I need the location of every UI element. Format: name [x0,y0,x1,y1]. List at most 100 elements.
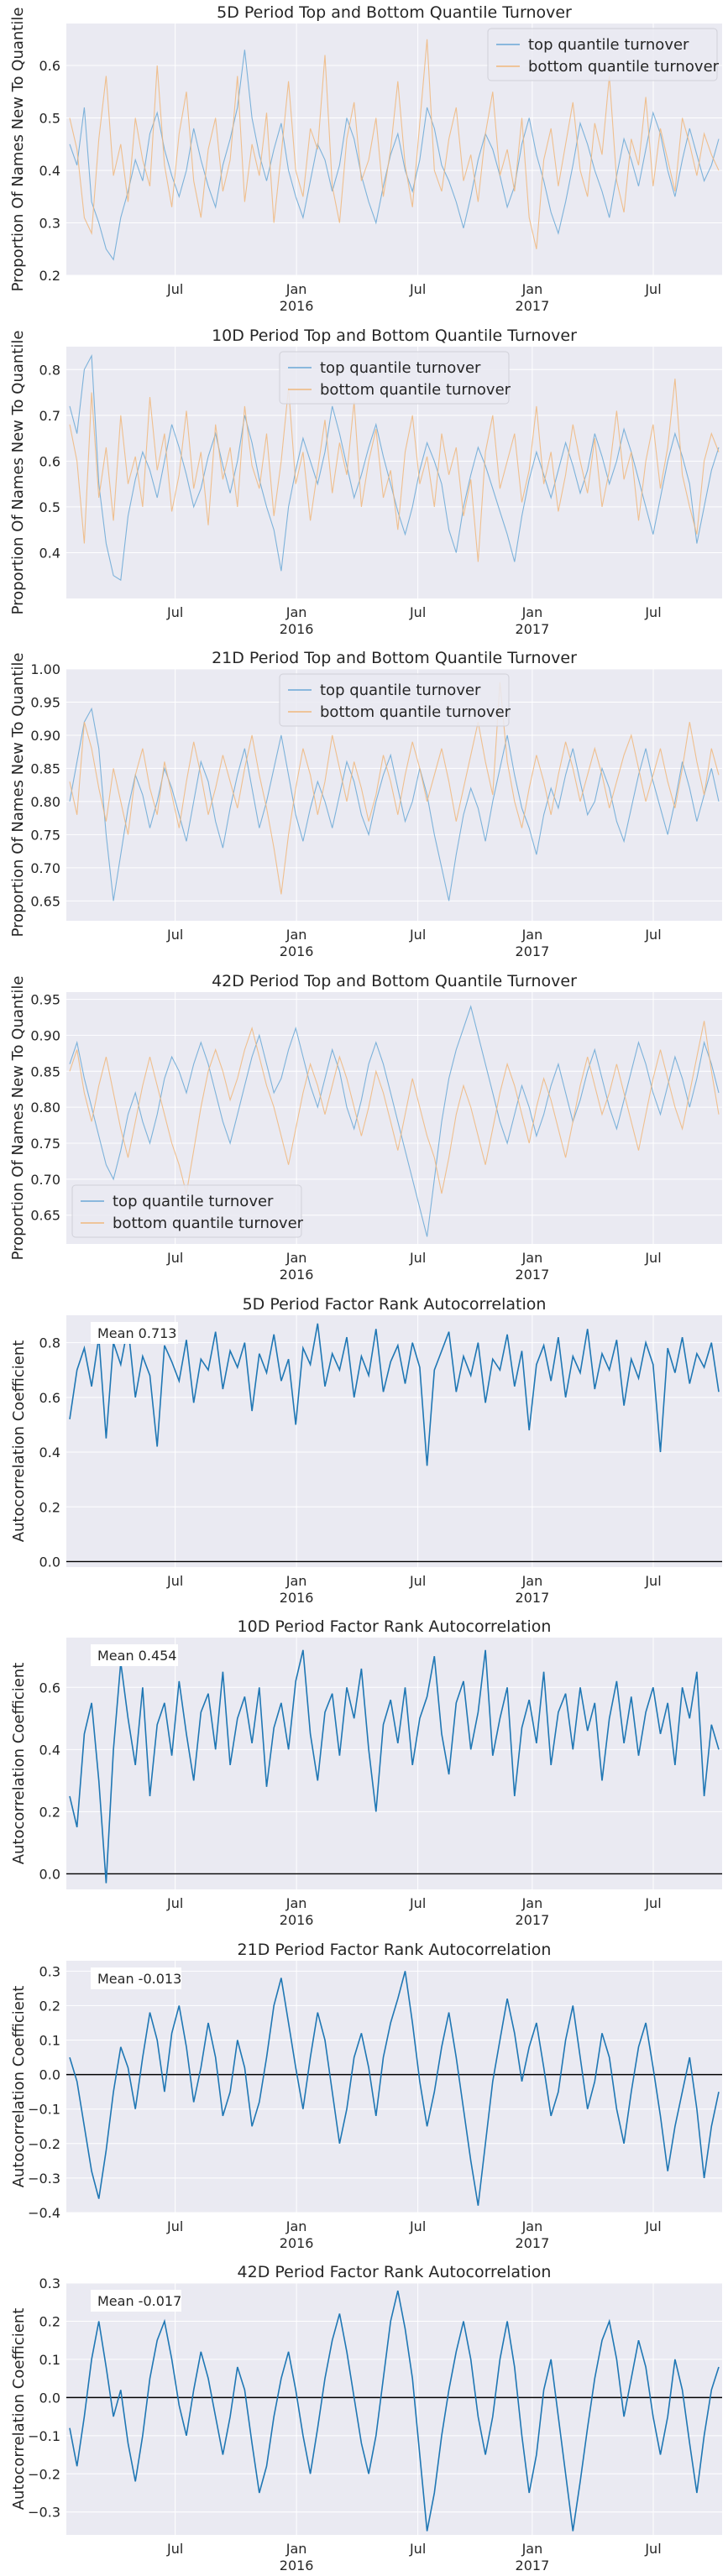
x-tick-label: Jul [166,2218,183,2234]
x-tick-label: Jan [285,604,307,620]
x-tick-label: Jul [644,1250,661,1266]
mean-label: Mean 0.713 [97,1325,176,1341]
y-tick-label: −0.2 [28,2466,60,2482]
x-tick-label: Jul [409,604,426,620]
y-tick-label: 0.85 [30,1063,60,1079]
y-tick-label: 0.6 [39,453,60,469]
mean-box [91,1967,181,1989]
plot-area [66,2283,722,2535]
y-tick-label: 0.1 [39,2352,60,2368]
top-quantile-line [69,707,720,901]
x-tick-year: 2017 [516,2558,550,2573]
chart-title: 21D Period Top and Bottom Quantile Turno… [212,649,577,667]
y-tick-label: 0.0 [39,1866,60,1882]
x-tick-year: 2016 [280,2558,314,2573]
x-tick-label: Jan [285,1895,307,1911]
y-tick-label: 0.5 [39,111,60,127]
x-tick-label: Jul [166,2541,183,2557]
legend: top quantile turnover bottom quantile tur… [71,1184,304,1238]
y-tick-label: 0.3 [39,2276,60,2291]
mean-annotation: Mean 0.713 [91,1322,178,1344]
x-tick-label: Jan [285,2541,307,2557]
y-tick-label: −0.4 [28,2205,60,2221]
x-tick-year: 2017 [516,1590,550,1606]
legend-label: bottom quantile turnover [528,58,720,76]
x-tick-label: Jan [285,1573,307,1589]
y-axis-label: Proportion Of Names New To Quantile [9,653,27,938]
mean-label: Mean -0.017 [97,2293,181,2309]
y-tick-label: 0.3 [39,1963,60,1979]
bottom-quantile-line [69,379,720,562]
x-tick-year: 2016 [280,1912,314,1928]
legend-box [279,673,510,727]
y-tick-label: 0.95 [30,992,60,1008]
y-tick-label: 0.5 [39,499,60,515]
legend-box [71,1184,302,1238]
x-tick-label: Jan [521,281,543,297]
plot-area [66,1638,722,1889]
y-tick-label: 0.7 [39,408,60,424]
chart-title: 5D Period Top and Bottom Quantile Turnov… [217,3,572,22]
legend-label: bottom quantile turnover [113,1215,304,1232]
x-tick-label: Jul [166,281,183,297]
y-tick-label: 0.8 [39,1335,60,1351]
legend-label: top quantile turnover [320,359,481,377]
y-tick-label: 0.70 [30,860,60,876]
legend-label: top quantile turnover [528,36,689,54]
y-tick-label: −0.3 [28,2171,60,2187]
x-tick-label: Jan [521,1895,543,1911]
x-tick-year: 2017 [516,1912,550,1928]
y-tick-label: 0.0 [39,2067,60,2083]
y-tick-label: −0.1 [28,2428,60,2444]
x-tick-year: 2016 [280,1267,314,1283]
y-axis-label: Proportion Of Names New To Quantile [9,8,27,292]
mean-label: Mean 0.454 [97,1648,176,1664]
x-tick-year: 2016 [280,298,314,314]
legend-label: top quantile turnover [113,1193,274,1210]
y-tick-label: 0.75 [30,827,60,843]
x-tick-label: Jul [409,2541,426,2557]
y-tick-label: 0.4 [39,163,60,179]
x-tick-year: 2016 [280,943,314,959]
y-tick-label: 0.4 [39,545,60,561]
y-tick-label: 0.75 [30,1136,60,1152]
mean-annotation: Mean -0.017 [91,2290,181,2312]
x-tick-year: 2016 [280,621,314,637]
x-tick-label: Jul [644,927,661,943]
y-axis-label: Autocorrelation Coefficient [10,1340,28,1543]
legend-box [279,351,510,405]
y-tick-label: 0.2 [39,268,60,284]
mean-annotation: Mean -0.013 [91,1967,181,1989]
y-tick-label: 0.6 [39,1390,60,1406]
x-tick-year: 2017 [516,1267,550,1283]
x-tick-year: 2017 [516,943,550,959]
y-tick-label: −0.2 [28,2136,60,2152]
autocorrelation-line [69,1971,720,2206]
y-tick-label: 0.0 [39,1554,60,1570]
y-tick-label: 0.6 [39,1680,60,1696]
y-tick-label: 1.00 [30,661,60,677]
bottom-quantile-line [69,682,720,895]
y-tick-label: 0.80 [30,794,60,810]
bottom-quantile-line [69,39,720,249]
x-tick-label: Jan [521,1250,543,1266]
x-tick-label: Jul [644,2541,661,2557]
x-tick-label: Jul [644,1573,661,1589]
y-tick-label: 0.0 [39,2390,60,2406]
y-tick-label: 0.4 [39,1445,60,1460]
x-tick-label: Jan [521,1573,543,1589]
y-tick-label: 0.2 [39,2313,60,2329]
y-axis-label: Proportion Of Names New To Quantile [9,331,27,615]
y-tick-label: 0.65 [30,1208,60,1224]
x-tick-year: 2016 [280,1590,314,1606]
x-tick-label: Jul [644,604,661,620]
legend-label: bottom quantile turnover [320,703,511,721]
x-tick-label: Jan [521,2218,543,2234]
bottom-quantile-line [69,1021,720,1194]
x-tick-label: Jan [521,2541,543,2557]
